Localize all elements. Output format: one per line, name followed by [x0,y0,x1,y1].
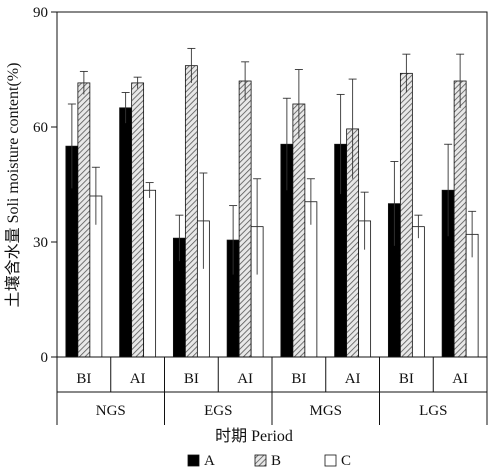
bars-layer [65,47,479,358]
legend-label-a: A [204,453,215,469]
x-category-label: AI [345,371,361,387]
bar-b [131,82,145,358]
y-tick-label: 90 [33,5,48,21]
legend-swatch-b [254,454,267,467]
bar-b [184,65,198,358]
legend-swatch-c [324,454,337,467]
x-group-label: LGS [419,403,447,419]
y-tick-label: 0 [41,350,49,366]
bar-b [399,72,413,358]
legend-label-b: B [271,453,281,469]
y-axis: 0 30 60 90 [33,5,57,366]
x-category-label: AI [237,371,253,387]
bar-b [238,80,252,358]
x-axis-title: 时期 Period [215,427,293,445]
x-category-label: BI [399,371,414,387]
y-axis-title: 土壤含水量 Soli moisture content(%) [3,63,22,308]
legend-swatch-a [187,454,200,467]
bar-b [77,82,91,358]
bar-c [304,201,318,358]
bar-c [411,226,425,358]
y-tick-label: 60 [33,120,48,136]
x-group-label: EGS [204,403,232,419]
x-category-label: BI [184,371,199,387]
y-tick-label: 30 [33,235,48,251]
x-group-label: MGS [309,403,342,419]
bar-c [143,189,157,358]
bar-b [292,103,306,358]
bar-b [453,80,467,358]
bar-a [119,107,133,358]
x-group-label: NGS [96,403,126,419]
x-category-label: AI [130,371,146,387]
x-category-label: BI [76,371,91,387]
legend: A B C [187,453,351,469]
x-category-label: AI [452,371,468,387]
legend-label-c: C [341,453,351,469]
x-category-label: BI [291,371,306,387]
